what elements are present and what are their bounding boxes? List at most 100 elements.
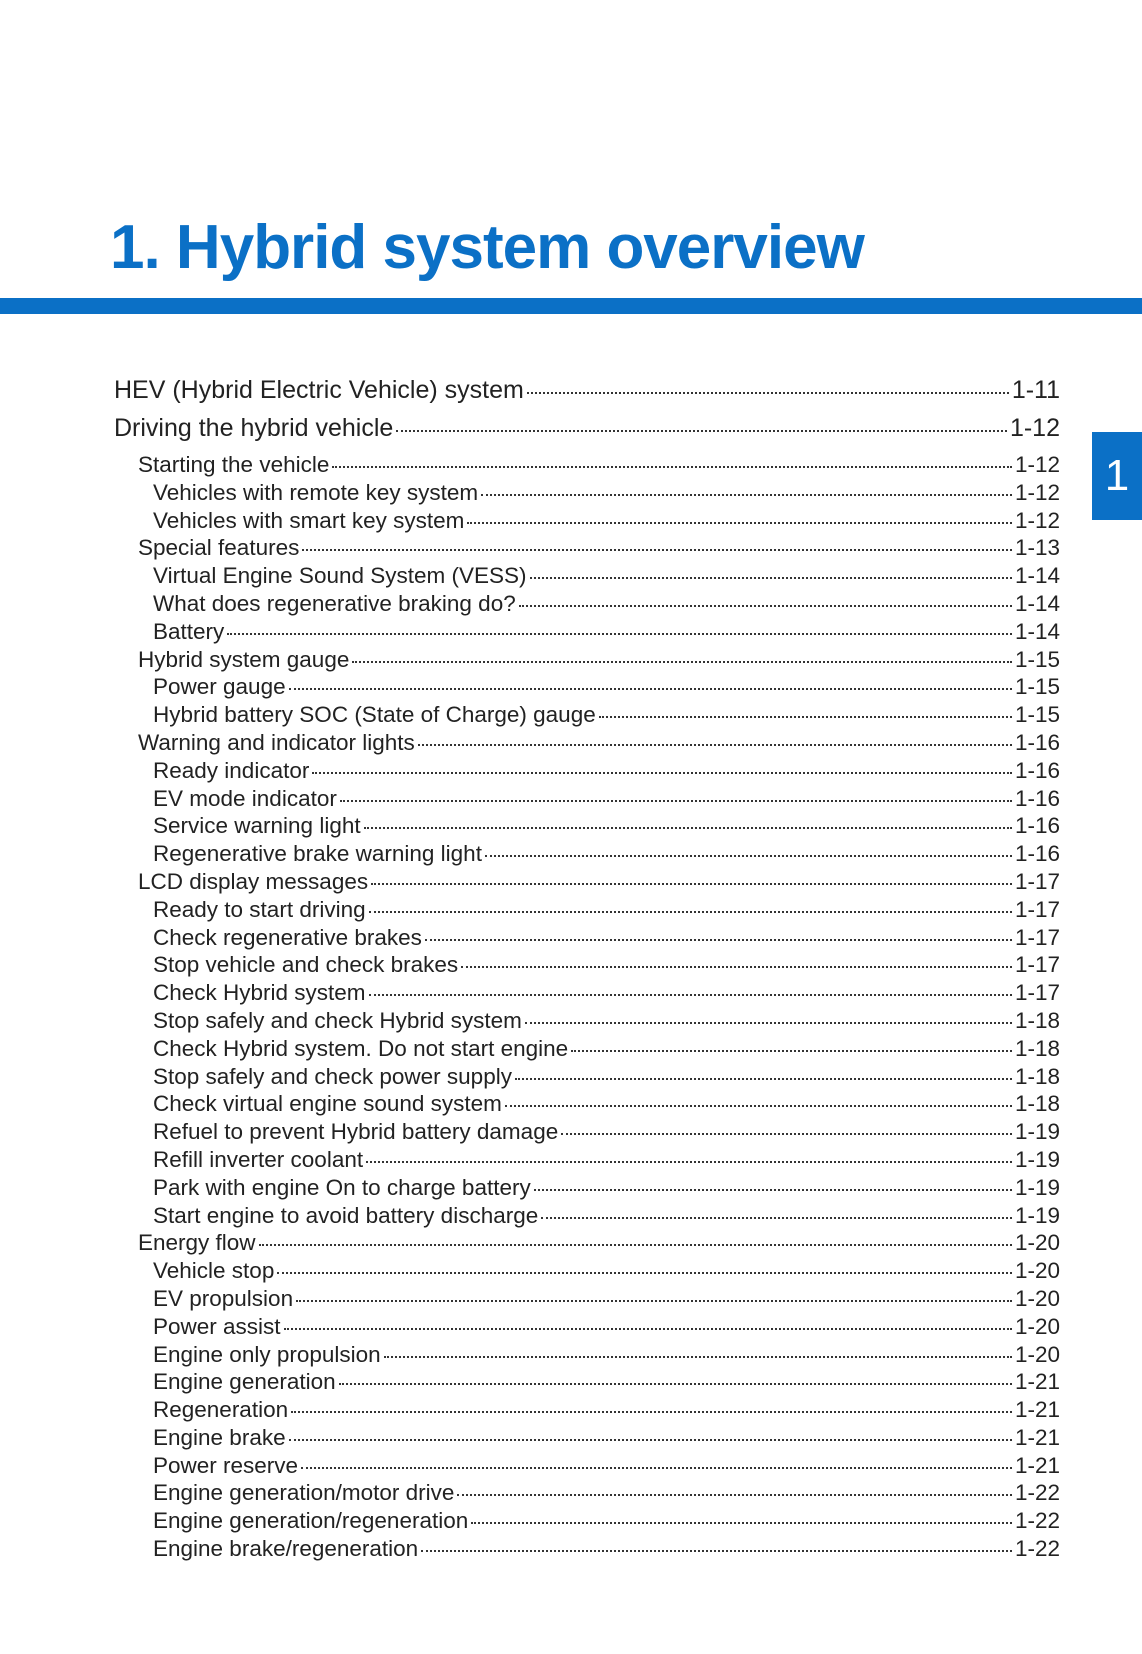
toc-entry-label: Engine generation/motor drive (153, 1480, 455, 1506)
toc-entry[interactable]: Refill inverter coolant 1-19 (114, 1147, 1060, 1175)
toc-page-number: 1-19 (1014, 1146, 1060, 1172)
toc-entry-label: Start engine to avoid battery discharge (153, 1202, 539, 1228)
toc-entry-label: Engine only propulsion (153, 1341, 381, 1367)
toc-entry[interactable]: Check virtual engine sound system 1-18 (114, 1091, 1060, 1119)
toc-entry-label: Check Hybrid system. Do not start engine (153, 1035, 569, 1061)
toc-entry-label: Battery (153, 618, 225, 644)
toc-entry[interactable]: Special features 1-13 (114, 535, 1060, 563)
toc-entry[interactable]: Power gauge 1-15 (114, 674, 1060, 702)
toc-entry[interactable]: What does regenerative braking do? 1-14 (114, 591, 1060, 619)
toc-entry-label: What does regenerative braking do? (153, 590, 516, 616)
dot-leader (363, 827, 1012, 830)
toc-entry[interactable]: Energy flow 1-20 (114, 1230, 1060, 1258)
toc-entry[interactable]: Vehicle stop 1-20 (114, 1258, 1060, 1286)
toc-entry[interactable]: Check Hybrid system 1-17 (114, 980, 1060, 1008)
toc-entry[interactable]: Hybrid battery SOC (State of Charge) gau… (114, 702, 1060, 730)
toc-page-number: 1-20 (1014, 1230, 1060, 1256)
toc-page-number: 1-14 (1014, 563, 1060, 589)
dot-leader (258, 1244, 1012, 1247)
toc-entry[interactable]: Start engine to avoid battery discharge 1… (114, 1203, 1060, 1231)
toc-entry[interactable]: Power reserve 1-21 (114, 1453, 1060, 1481)
toc-entry[interactable]: Stop vehicle and check brakes 1-17 (114, 952, 1060, 980)
table-of-contents: HEV (Hybrid Electric Vehicle) system 1-11… (114, 376, 1060, 1564)
toc-page-number: 1-17 (1014, 952, 1060, 978)
toc-entry-label: Vehicle stop (153, 1258, 275, 1284)
toc-entry[interactable]: Vehicles with smart key system 1-12 (114, 508, 1060, 536)
toc-entry[interactable]: Engine only propulsion 1-20 (114, 1342, 1060, 1370)
toc-entry[interactable]: Driving the hybrid vehicle 1-12 (114, 414, 1060, 452)
toc-entry-label: Special features (138, 535, 300, 561)
dot-leader (338, 1383, 1012, 1386)
dot-leader (518, 604, 1012, 607)
toc-entry-label: Hybrid battery SOC (State of Charge) gau… (153, 702, 596, 728)
toc-entry[interactable]: Stop safely and check power supply 1-18 (114, 1064, 1060, 1092)
toc-entry[interactable]: Engine brake 1-21 (114, 1425, 1060, 1453)
toc-entry-label: HEV (Hybrid Electric Vehicle) system (114, 376, 524, 404)
dot-leader (339, 799, 1012, 802)
toc-entry[interactable]: Regeneration 1-21 (114, 1397, 1060, 1425)
toc-entry[interactable]: Engine generation/regeneration 1-22 (114, 1508, 1060, 1536)
toc-entry[interactable]: Stop safely and check Hybrid system 1-18 (114, 1008, 1060, 1036)
toc-page-number: 1-11 (1011, 376, 1060, 404)
toc-entry[interactable]: Engine brake/regeneration 1-22 (114, 1536, 1060, 1564)
toc-entry-label: Refill inverter coolant (153, 1146, 364, 1172)
toc-entry-label: Power assist (153, 1313, 281, 1339)
toc-entry[interactable]: Power assist 1-20 (114, 1314, 1060, 1342)
toc-entry[interactable]: Ready indicator 1-16 (114, 758, 1060, 786)
toc-entry[interactable]: Vehicles with remote key system 1-12 (114, 480, 1060, 508)
toc-entry[interactable]: EV propulsion 1-20 (114, 1286, 1060, 1314)
toc-page-number: 1-22 (1014, 1536, 1060, 1562)
toc-page-number: 1-12 (1014, 452, 1060, 477)
toc-page-number: 1-16 (1014, 729, 1060, 755)
toc-entry[interactable]: Starting the vehicle 1-12 (114, 452, 1060, 480)
toc-entry-label: Ready to start driving (153, 896, 366, 922)
toc-entry[interactable]: Engine generation 1-21 (114, 1369, 1060, 1397)
toc-entry[interactable]: Engine generation/motor drive 1-22 (114, 1480, 1060, 1508)
toc-entry[interactable]: Warning and indicator lights 1-16 (114, 730, 1060, 758)
toc-entry[interactable]: Check Hybrid system. Do not start engine… (114, 1036, 1060, 1064)
dot-leader (302, 549, 1012, 552)
toc-entry[interactable]: Service warning light 1-16 (114, 813, 1060, 841)
toc-entry-label: Check Hybrid system (153, 980, 366, 1006)
toc-entry[interactable]: Battery 1-14 (114, 619, 1060, 647)
toc-entry-label: Stop safely and check Hybrid system (153, 1007, 522, 1033)
toc-entry[interactable]: EV mode indicator 1-16 (114, 786, 1060, 814)
toc-entry[interactable]: Ready to start driving 1-17 (114, 897, 1060, 925)
dot-leader (481, 493, 1012, 496)
toc-entry-label: Park with engine On to charge battery (153, 1174, 531, 1200)
dot-leader (366, 1160, 1012, 1163)
toc-entry-label: EV propulsion (153, 1285, 294, 1311)
dot-leader (396, 430, 1007, 432)
toc-page-number: 1-14 (1014, 618, 1060, 644)
dot-leader (368, 994, 1012, 997)
dot-leader (467, 521, 1012, 524)
toc-page-number: 1-20 (1014, 1313, 1060, 1339)
dot-leader (529, 577, 1012, 580)
toc-entry[interactable]: Check regenerative brakes 1-17 (114, 925, 1060, 953)
dot-leader (417, 743, 1012, 746)
toc-entry[interactable]: LCD display messages 1-17 (114, 869, 1060, 897)
dot-leader (291, 1411, 1012, 1414)
toc-entry[interactable]: Virtual Engine Sound System (VESS) 1-14 (114, 563, 1060, 591)
dot-leader (296, 1299, 1012, 1302)
dot-leader (533, 1188, 1012, 1191)
dot-leader (571, 1049, 1012, 1052)
dot-leader (424, 938, 1012, 941)
chapter-tab[interactable]: 1 (1092, 432, 1142, 520)
toc-page-number: 1-18 (1014, 1091, 1060, 1117)
dot-leader (227, 632, 1012, 635)
toc-page-number: 1-22 (1014, 1480, 1060, 1506)
dot-leader (524, 1021, 1012, 1024)
dot-leader (352, 660, 1012, 663)
dot-leader (332, 466, 1012, 468)
dot-leader (283, 1327, 1012, 1330)
toc-entry[interactable]: Park with engine On to charge battery 1-1… (114, 1175, 1060, 1203)
toc-entry-label: Stop safely and check power supply (153, 1063, 512, 1089)
toc-entry[interactable]: Hybrid system gauge 1-15 (114, 647, 1060, 675)
toc-entry[interactable]: Refuel to prevent Hybrid battery damage 1… (114, 1119, 1060, 1147)
toc-entry-label: Warning and indicator lights (138, 729, 415, 755)
toc-entry[interactable]: HEV (Hybrid Electric Vehicle) system 1-11 (114, 376, 1060, 414)
dot-leader (471, 1522, 1012, 1525)
toc-page-number: 1-20 (1014, 1285, 1060, 1311)
toc-entry[interactable]: Regenerative brake warning light 1-16 (114, 841, 1060, 869)
